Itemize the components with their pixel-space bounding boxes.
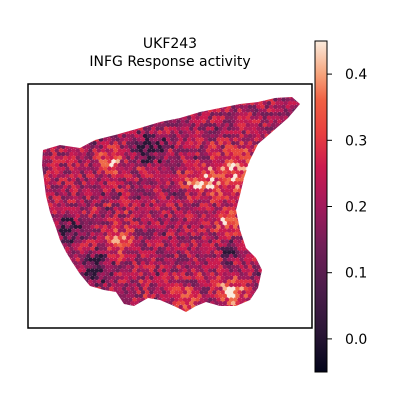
colorbar-tick-label: 0.1 <box>345 266 367 282</box>
colorbar <box>314 40 328 373</box>
chart-title: UKF243 <box>142 36 198 52</box>
colorbar-tick-label: 0.0 <box>345 332 367 348</box>
colorbar-tick-label: 0.2 <box>345 200 367 216</box>
colorbar-tick-label: 0.4 <box>345 67 367 83</box>
chart-subtitle: INFG Response activity <box>89 54 251 70</box>
colorbar-tick-label: 0.3 <box>345 133 367 149</box>
colorbar-ticks: 0.0 0.1 0.2 0.3 0.4 <box>327 67 367 348</box>
